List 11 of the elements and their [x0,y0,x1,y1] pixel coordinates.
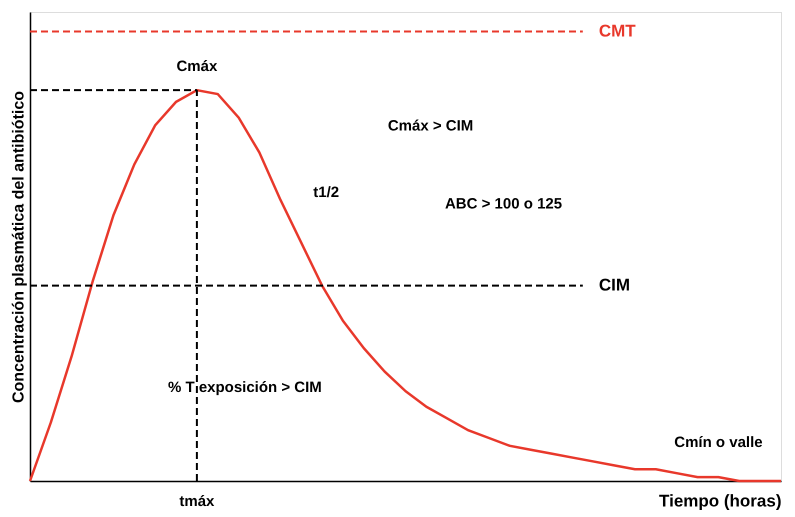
ref-line-label: Cmáx [176,58,218,76]
annotation: Cmín o valle [674,434,763,451]
annotation: Cmáx > CIM [388,117,474,134]
text: tmáx [179,493,214,510]
annotation: t1/2 [313,184,340,201]
annotation: % T exposición > CIM [168,379,322,396]
y-axis-title: Concentración plasmática del antibiótico [10,90,28,404]
x-axis-title: Tiempo (horas) [659,492,782,510]
ref-line-label: CIM [598,276,630,295]
annotation: ABC > 100 o 125 [444,196,562,213]
ref-line-label: CMT [598,22,636,41]
